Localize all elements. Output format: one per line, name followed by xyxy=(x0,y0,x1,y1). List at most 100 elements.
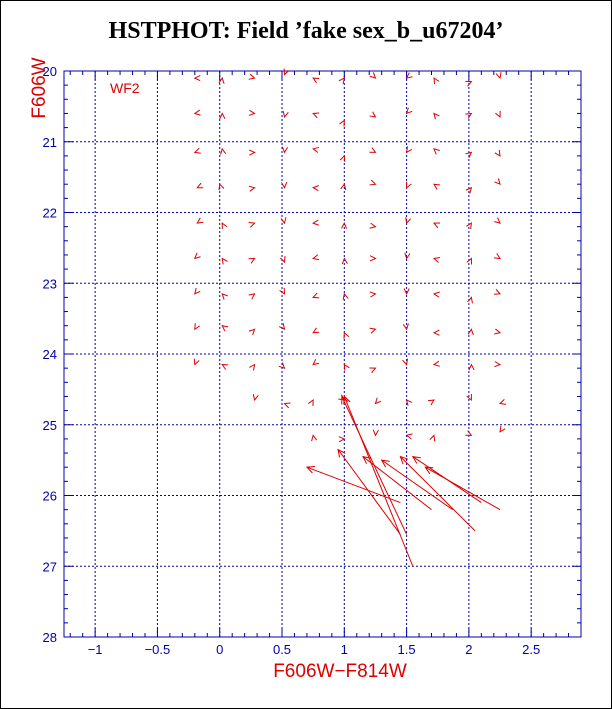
vector-marker xyxy=(312,219,319,226)
vector-marker xyxy=(193,109,201,116)
vector-marker xyxy=(405,217,412,225)
y-axis-label: F606W xyxy=(29,57,50,118)
vector-marker xyxy=(248,221,256,228)
vector-marker xyxy=(405,433,413,440)
vector-marker xyxy=(312,292,320,299)
vector-marker xyxy=(467,296,473,304)
vector-marker xyxy=(279,287,286,295)
vector-marker xyxy=(498,399,507,405)
vector-marker xyxy=(369,222,377,229)
vector-marker xyxy=(467,328,474,336)
vector-marker xyxy=(494,289,502,295)
vector-arrowhead xyxy=(343,395,351,405)
x-tick-label: 2.5 xyxy=(522,642,540,657)
vector-marker xyxy=(219,112,226,120)
vector-marker xyxy=(283,402,291,409)
y-tick-label: 27 xyxy=(43,559,57,574)
vector-marker xyxy=(312,254,320,261)
vector-marker xyxy=(432,257,440,263)
x-tick-label: 1.5 xyxy=(398,642,416,657)
vector-marker xyxy=(427,399,435,406)
vector-marker xyxy=(405,72,413,79)
y-tick-label: 20 xyxy=(43,64,57,79)
vector-marker xyxy=(220,147,227,155)
vector-marker xyxy=(342,292,349,300)
vector-marker xyxy=(465,80,473,87)
x-axis-label: F606W−F814W xyxy=(273,661,407,682)
vector-marker xyxy=(495,110,501,119)
vector-marker xyxy=(432,222,441,229)
vector-marker xyxy=(312,185,319,192)
grid xyxy=(64,70,581,638)
vector-marker xyxy=(468,363,475,371)
vector-marker xyxy=(404,252,411,260)
vector-marker xyxy=(402,323,409,331)
vector-marker xyxy=(494,217,501,224)
x-tick-label: 0.5 xyxy=(273,642,291,657)
y-tick-label: 26 xyxy=(43,489,57,504)
vector-line xyxy=(362,456,432,511)
x-tick-label: 2 xyxy=(465,642,472,657)
vector-marker xyxy=(248,293,256,300)
vector-marker xyxy=(249,363,256,371)
vector-marker xyxy=(405,146,413,154)
chart-title: HSTPHOT: Field ’fake sex_b_u67204’ xyxy=(108,18,504,44)
axes: −1 −0.5 0 0.5 1 1.5 2 2.5 20 21 22 23 24 25 26 27 28 xyxy=(43,64,582,657)
vector-marker xyxy=(283,68,290,76)
vector-marker xyxy=(339,119,345,127)
vector-marker xyxy=(279,256,286,264)
vector-marker xyxy=(218,183,225,191)
vector-marker xyxy=(432,329,440,336)
vector-marker xyxy=(280,217,287,225)
vector-marker xyxy=(281,146,289,154)
vector-marker xyxy=(402,358,409,366)
vector-line xyxy=(400,456,476,532)
vector-marker xyxy=(196,217,204,224)
x-tick-label: 1 xyxy=(341,642,348,657)
vector-marker xyxy=(433,148,440,155)
vector-marker xyxy=(193,358,200,366)
vector-marker xyxy=(311,434,318,442)
vector-marker xyxy=(218,76,225,84)
vector-marker xyxy=(312,358,320,366)
y-tick-label: 24 xyxy=(43,347,57,362)
y-tick-label: 25 xyxy=(43,418,57,433)
x-tick-label: −0.5 xyxy=(145,642,171,657)
vector-marker xyxy=(433,112,440,120)
vector-marker xyxy=(406,181,412,189)
vector-line xyxy=(337,449,401,535)
vector-marker xyxy=(193,147,201,154)
vector-marker xyxy=(494,253,502,260)
vector-marker xyxy=(433,183,441,190)
vector-marker xyxy=(193,75,201,82)
vector-marker xyxy=(221,293,229,300)
vector-marker xyxy=(338,77,345,85)
vector-marker xyxy=(312,112,320,119)
vector-marker xyxy=(248,328,256,336)
vector-marker xyxy=(248,149,256,156)
vector-marker xyxy=(369,72,377,79)
vector-marker xyxy=(196,182,204,189)
vector-line xyxy=(343,396,414,567)
vector-marker xyxy=(339,154,346,162)
vector-marker xyxy=(433,77,440,85)
vector-marker xyxy=(221,364,229,370)
vector-marker xyxy=(405,107,413,115)
x-tick-label: −1 xyxy=(88,642,103,657)
vector-marker xyxy=(466,222,472,230)
vector-marker xyxy=(465,112,473,119)
vector-marker xyxy=(281,181,288,189)
vector-marker xyxy=(369,367,377,374)
vector-marker xyxy=(369,111,377,118)
vector-marker xyxy=(278,323,286,331)
vector-marker xyxy=(374,397,382,405)
vector-marker xyxy=(338,436,346,443)
vector-marker xyxy=(499,425,506,433)
vector-marker xyxy=(221,257,228,265)
vector-marker xyxy=(494,328,502,335)
vector-marker xyxy=(282,111,289,119)
vector-marker xyxy=(248,185,256,192)
vector-marker xyxy=(494,361,502,368)
panel-label: WF2 xyxy=(110,80,140,96)
